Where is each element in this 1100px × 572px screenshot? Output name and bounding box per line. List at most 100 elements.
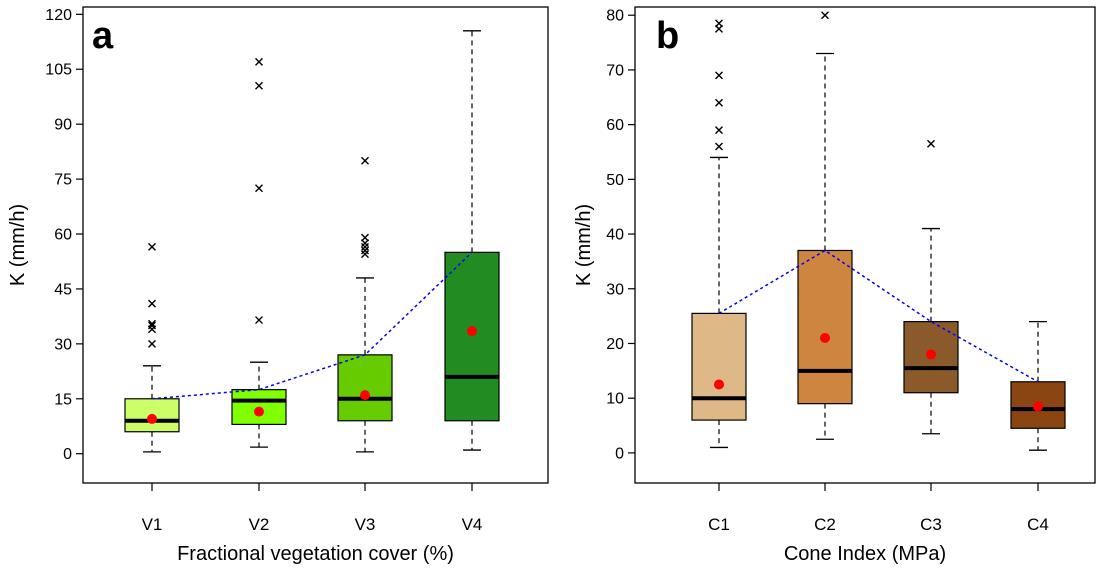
outlier-stroke xyxy=(715,19,723,28)
trend-line xyxy=(718,249,1039,383)
outlier-marker xyxy=(255,57,263,66)
mean-marker xyxy=(714,379,724,390)
y-tick-label: 75 xyxy=(54,172,72,189)
outlier-marker xyxy=(361,156,369,165)
outlier-stroke xyxy=(361,242,369,251)
box-body xyxy=(691,312,747,421)
outlier-stroke xyxy=(361,156,369,165)
mean-marker xyxy=(467,326,477,337)
outlier-stroke xyxy=(148,339,156,348)
outlier-marker xyxy=(255,316,263,325)
x-tick-label: C4 xyxy=(1027,515,1049,534)
outlier-marker xyxy=(148,319,156,328)
trend-line xyxy=(151,251,473,400)
outlier-stroke xyxy=(715,98,723,107)
outlier-stroke xyxy=(255,57,263,66)
outlier-marker xyxy=(255,184,263,193)
box-V2 xyxy=(231,57,287,448)
mean-marker xyxy=(147,413,157,424)
outlier-marker xyxy=(715,71,723,80)
outlier-marker xyxy=(715,98,723,107)
box-C2 xyxy=(797,11,853,440)
box-C1 xyxy=(691,19,747,449)
outlier-marker xyxy=(821,11,829,20)
outlier-stroke xyxy=(255,81,263,90)
outlier-marker xyxy=(927,139,935,148)
y-tick-label: 105 xyxy=(45,62,72,79)
chart-panel-b: 0 10 20 30 40 50 60 70 80 C1 C2 C3 C4 b Cone Index (MP… xyxy=(573,6,1096,565)
y-tick-label: 0 xyxy=(63,446,72,463)
outlier-marker xyxy=(148,299,156,308)
mean-marker xyxy=(254,406,264,417)
y-axis-title: K (mm/h) xyxy=(7,204,29,286)
mean-marker xyxy=(360,390,370,401)
outlier-stroke xyxy=(927,139,935,148)
box-C4 xyxy=(1010,320,1066,451)
outlier-marker xyxy=(148,321,156,330)
y-tick-label: 30 xyxy=(54,336,72,353)
plot-frame xyxy=(82,6,549,484)
y-tick-label: 120 xyxy=(45,7,72,24)
outlier-marker xyxy=(361,246,369,255)
y-tick-label: 60 xyxy=(54,227,72,244)
outlier-stroke xyxy=(255,316,263,325)
outlier-marker xyxy=(361,233,369,242)
outlier-stroke xyxy=(821,11,829,20)
x-tick-label: C2 xyxy=(814,515,836,534)
x-tick-label: V1 xyxy=(142,515,163,534)
outlier-stroke xyxy=(715,71,723,80)
outlier-marker xyxy=(361,242,369,251)
box-body xyxy=(444,251,500,422)
y-tick-label: 0 xyxy=(615,445,624,462)
box-V3 xyxy=(337,156,393,453)
plot-frame xyxy=(634,6,1096,484)
mean-marker xyxy=(926,349,936,360)
outlier-stroke xyxy=(361,233,369,242)
x-axis-title: Cone Index (MPa) xyxy=(784,543,946,565)
outlier-marker xyxy=(715,142,723,151)
outlier-stroke xyxy=(255,184,263,193)
x-tick-label: C3 xyxy=(920,515,942,534)
outlier-stroke xyxy=(715,142,723,151)
x-tick-label: C1 xyxy=(708,515,730,534)
y-tick-label: 50 xyxy=(606,172,624,189)
outlier-marker xyxy=(361,250,369,259)
panel-label: a xyxy=(92,15,114,57)
mean-marker xyxy=(820,333,830,344)
y-tick-label: 40 xyxy=(606,227,624,244)
outlier-marker xyxy=(148,339,156,348)
outlier-stroke xyxy=(148,299,156,308)
box-body xyxy=(797,249,853,405)
outlier-stroke xyxy=(715,126,723,135)
outlier-stroke xyxy=(148,321,156,330)
y-tick-label: 70 xyxy=(606,62,624,79)
box-C3 xyxy=(903,139,959,435)
mean-marker xyxy=(1033,401,1043,412)
y-axis-title: K (mm/h) xyxy=(573,204,595,286)
box-V4 xyxy=(444,30,500,451)
y-tick-label: 20 xyxy=(606,336,624,353)
outlier-stroke xyxy=(361,246,369,255)
y-tick-label: 15 xyxy=(54,391,72,408)
box-body xyxy=(337,354,393,422)
y-tick-label: 10 xyxy=(606,391,624,408)
x-tick-label: V2 xyxy=(249,515,270,534)
outlier-marker xyxy=(715,19,723,28)
outlier-stroke xyxy=(361,250,369,259)
outlier-stroke xyxy=(148,319,156,328)
outlier-marker xyxy=(148,242,156,251)
x-axis-title: Fractional vegetation cover (%) xyxy=(177,543,454,565)
x-tick-label: V4 xyxy=(462,515,483,534)
y-tick-label: 45 xyxy=(54,281,72,298)
y-tick-label: 80 xyxy=(606,8,624,25)
y-tick-label: 30 xyxy=(606,281,624,298)
outlier-stroke xyxy=(148,242,156,251)
y-tick-label: 90 xyxy=(54,117,72,134)
chart-panel-a: 0 15 30 45 60 75 90 105 120 V1 V2 V3 V4 a Fractional v… xyxy=(7,6,549,565)
outlier-marker xyxy=(715,126,723,135)
outlier-marker xyxy=(255,81,263,90)
x-tick-label: V3 xyxy=(355,515,376,534)
y-tick-label: 60 xyxy=(606,117,624,134)
panel-label: b xyxy=(656,15,679,57)
